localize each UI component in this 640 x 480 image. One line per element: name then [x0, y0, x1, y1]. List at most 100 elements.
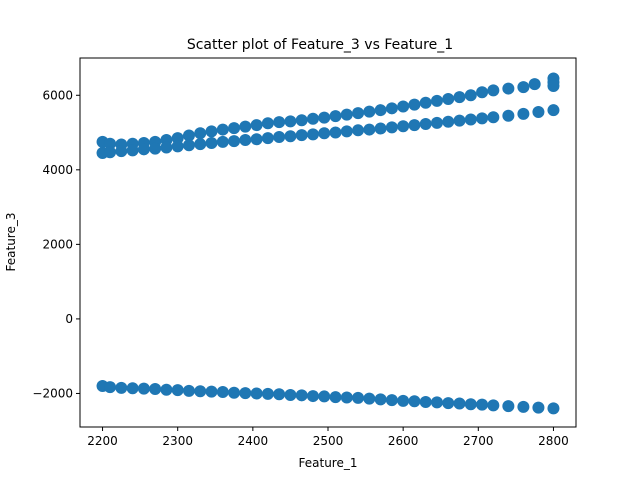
scatter-point: [397, 394, 410, 407]
scatter-point: [250, 119, 263, 132]
scatter-point: [104, 146, 117, 159]
scatter-point: [273, 388, 286, 401]
scatter-point: [318, 390, 331, 403]
scatter-point: [216, 385, 229, 398]
x-tick-label: 2400: [238, 434, 269, 448]
scatter-point: [502, 109, 515, 122]
scatter-point: [306, 112, 319, 125]
scatter-point: [408, 395, 421, 408]
scatter-point: [363, 392, 376, 405]
scatter-point: [329, 110, 342, 123]
scatter-point: [318, 111, 331, 124]
scatter-point: [284, 388, 297, 401]
scatter-point: [228, 122, 241, 135]
scatter-point: [352, 107, 365, 120]
scatter-point: [476, 112, 489, 125]
y-tick-label: 6000: [42, 88, 73, 102]
scatter-point: [182, 139, 195, 152]
scatter-point: [126, 382, 139, 395]
scatter-point: [284, 115, 297, 128]
scatter-point: [442, 397, 455, 410]
scatter-point: [137, 382, 150, 395]
scatter-point: [329, 126, 342, 139]
scatter-point: [374, 122, 387, 135]
scatter-point: [442, 93, 455, 105]
scatter-point: [205, 136, 218, 149]
scatter-point: [385, 102, 398, 115]
scatter-point: [160, 383, 173, 396]
scatter-point: [216, 135, 229, 148]
scatter-point: [397, 100, 410, 113]
scatter-point: [397, 120, 410, 133]
scatter-point: [547, 402, 560, 415]
scatter-point: [352, 124, 365, 137]
scatter-point: [295, 129, 308, 142]
scatter-point: [306, 128, 319, 141]
scatter-point: [487, 84, 500, 97]
x-tick-label: 2600: [388, 434, 419, 448]
x-tick-label: 2800: [538, 434, 569, 448]
x-axis-label: Feature_1: [299, 456, 358, 470]
scatter-point: [239, 120, 252, 133]
scatter-point: [205, 385, 218, 398]
scatter-point: [239, 387, 252, 400]
scatter-point: [532, 401, 545, 414]
scatter-point: [115, 145, 128, 158]
scatter-point: [250, 133, 263, 146]
scatter-point: [419, 396, 432, 409]
scatter-point: [430, 396, 443, 409]
scatter-point: [149, 142, 162, 155]
x-axis-ticks: 2200 2300 2400 2500 2600 2700 2800: [87, 427, 569, 448]
scatter-point: [182, 384, 195, 397]
scatter-point: [340, 125, 353, 138]
scatter-point: [374, 104, 387, 117]
scatter-point: [104, 137, 117, 150]
scatter-point: [502, 400, 515, 413]
x-tick-label: 2300: [162, 434, 193, 448]
scatter-point: [453, 397, 466, 410]
scatter-point: [464, 89, 477, 102]
scatter-point: [149, 382, 162, 395]
x-tick-label: 2200: [87, 434, 118, 448]
scatter-point: [363, 123, 376, 136]
y-axis-label: Feature_3: [4, 213, 18, 272]
scatter-point: [340, 108, 353, 121]
scatter-point: [453, 91, 466, 104]
x-tick-label: 2500: [313, 434, 344, 448]
y-tick-label: 2000: [42, 237, 73, 251]
scatter-point: [430, 116, 443, 129]
scatter-point: [329, 391, 342, 404]
scatter-point: [352, 391, 365, 404]
y-tick-label: 0: [65, 312, 73, 326]
scatter-point: [453, 114, 466, 127]
y-tick-label: −2000: [32, 386, 73, 400]
scatter-point: [126, 144, 139, 157]
scatter-point: [419, 117, 432, 130]
scatter-point: [419, 96, 432, 109]
scatter-point: [194, 385, 207, 398]
scatter-point: [216, 123, 229, 136]
scatter-point: [182, 129, 195, 142]
y-tick-label: 4000: [42, 163, 73, 177]
scatter-point: [528, 78, 541, 91]
scatter-point: [442, 115, 455, 128]
scatter-point: [374, 393, 387, 406]
scatter-point: [487, 111, 500, 124]
scatter-point: [385, 394, 398, 407]
scatter-point: [517, 400, 530, 413]
scatter-point: [261, 117, 274, 130]
scatter-points: [96, 72, 560, 415]
scatter-point: [205, 125, 218, 138]
scatter-point: [547, 104, 560, 117]
y-axis-ticks: −2000 0 2000 4000 6000: [32, 88, 80, 400]
scatter-point: [306, 390, 319, 403]
scatter-point: [228, 135, 241, 148]
scatter-point: [171, 132, 184, 145]
scatter-point: [273, 116, 286, 129]
scatter-point: [408, 119, 421, 132]
scatter-point: [318, 127, 331, 140]
scatter-point: [250, 387, 263, 400]
scatter-point: [385, 121, 398, 134]
scatter-point: [476, 86, 489, 99]
